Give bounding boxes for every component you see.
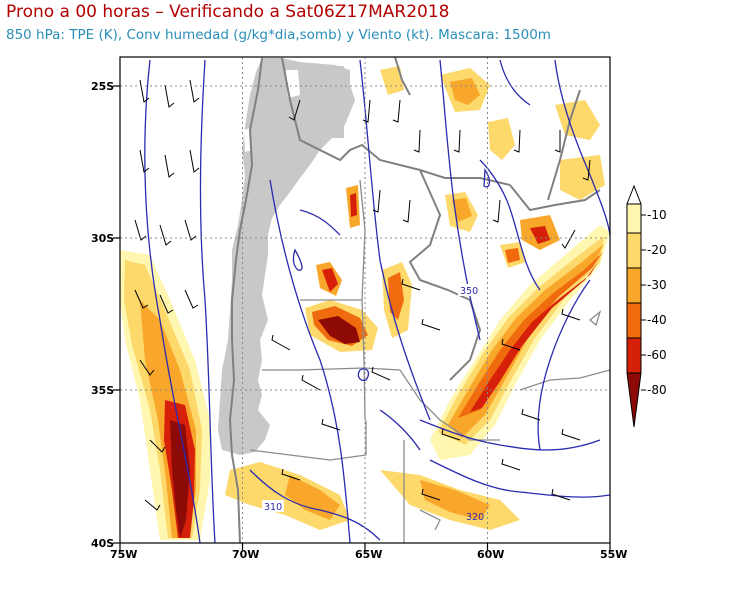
colorbar-ticks [641, 214, 646, 391]
wind-barbs [134, 79, 591, 511]
colorbar-swatch-30 [626, 267, 642, 304]
colorbar-swatch-60 [626, 337, 642, 374]
convergence-shading [120, 66, 610, 540]
chart-subtitle: 850 hPa: TPE (K), Conv humedad (g/kg*dia… [6, 27, 551, 43]
lon-label-75w: 75W [110, 548, 137, 561]
colorbar-top-triangle [626, 184, 642, 205]
lat-label-30s: 30S [91, 232, 114, 245]
contour-label-320: 320 [466, 512, 484, 523]
tpe-contours [144, 59, 610, 543]
lat-label-40s: 40S [91, 537, 114, 550]
colorbar [626, 184, 642, 428]
contour-label-350: 350 [460, 286, 478, 297]
contour-label-bg [262, 500, 284, 512]
colorbar-label: -60 [647, 348, 667, 362]
lat-label-35s: 35S [91, 384, 114, 397]
contour-label-bg [458, 284, 480, 296]
chart-title: Prono a 00 horas – Verificando a Sat06Z1… [6, 2, 450, 22]
colorbar-swatch-20 [626, 232, 642, 269]
lat-label-25s: 25S [91, 80, 114, 93]
colorbar-swatch-10 [626, 203, 642, 234]
mask-hole [286, 70, 300, 98]
lon-label-60w: 60W [477, 548, 504, 561]
colorbar-label: -30 [647, 278, 667, 292]
colorbar-label: -10 [647, 208, 667, 222]
contour-label-310: 310 [264, 502, 282, 513]
map-plot-area [120, 57, 610, 543]
colorbar-label: -20 [647, 243, 667, 257]
colorbar-label: -80 [647, 383, 667, 397]
country-borders [228, 57, 601, 543]
lon-label-55w: 55W [600, 548, 627, 561]
lon-label-70w: 70W [232, 548, 259, 561]
lon-label-65w: 65W [355, 548, 382, 561]
colorbar-bottom-triangle [626, 372, 642, 428]
colorbar-swatch-40 [626, 302, 642, 339]
terrain-mask-bolivia [296, 66, 344, 138]
gridlines [120, 57, 610, 543]
axis-ticks [113, 85, 611, 550]
colorbar-label: -40 [647, 313, 667, 327]
